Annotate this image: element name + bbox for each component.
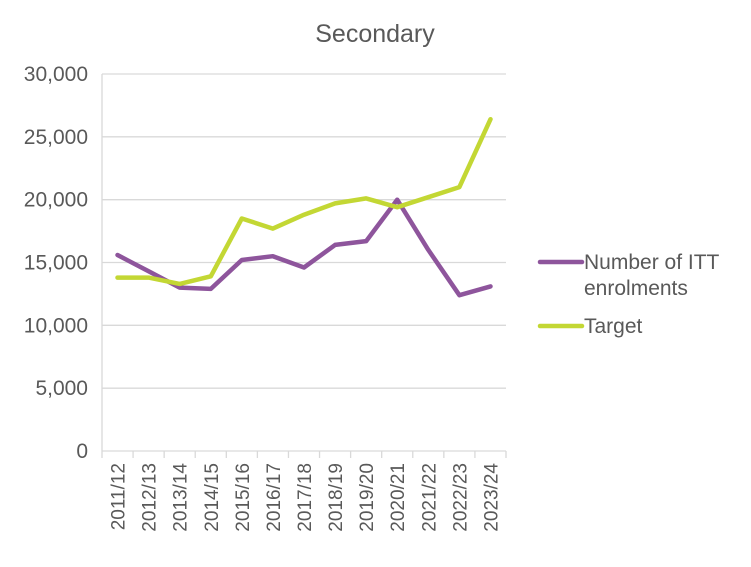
- x-tick-label: 2017/18: [295, 463, 316, 532]
- y-tick-label: 0: [76, 440, 88, 463]
- series-line-1: [115, 197, 493, 298]
- x-tick-label: 2014/15: [202, 463, 223, 532]
- chart-title: Secondary: [315, 20, 435, 48]
- x-tick-label: 2019/20: [357, 463, 378, 532]
- legend-label: Number of ITT: [584, 251, 720, 274]
- y-tick-label: 30,000: [24, 63, 88, 86]
- legend-label: Target: [584, 315, 643, 338]
- x-tick-label: 2012/13: [140, 463, 161, 532]
- x-tick-label: 2013/14: [171, 463, 192, 532]
- x-tick-label: 2011/12: [109, 463, 130, 530]
- x-tick-label: 2021/22: [419, 463, 440, 532]
- x-tick-label: 2016/17: [264, 463, 285, 532]
- y-tick-label: 5,000: [35, 377, 88, 400]
- y-tick-label: 10,000: [24, 314, 88, 337]
- series-lines: [115, 116, 493, 298]
- gridlines: [102, 73, 506, 389]
- y-tick-label: 15,000: [24, 252, 88, 275]
- x-tick-label: 2018/19: [326, 463, 347, 532]
- y-tick-label: 20,000: [24, 189, 88, 212]
- x-tick-label: 2020/21: [388, 463, 409, 532]
- y-tick-label: 25,000: [24, 126, 88, 149]
- x-tick-label: 2022/23: [450, 463, 471, 532]
- series-line-2: [115, 116, 493, 287]
- legend-label: enrolments: [584, 277, 688, 300]
- x-tick-label: 2023/24: [481, 463, 502, 532]
- axes: 0 5,000 10,000 15,000 20,000 25,000 30,000 2011…: [24, 63, 507, 532]
- legend: Number of ITT enrolments Target: [537, 251, 720, 338]
- x-tick-label: 2015/16: [233, 463, 254, 532]
